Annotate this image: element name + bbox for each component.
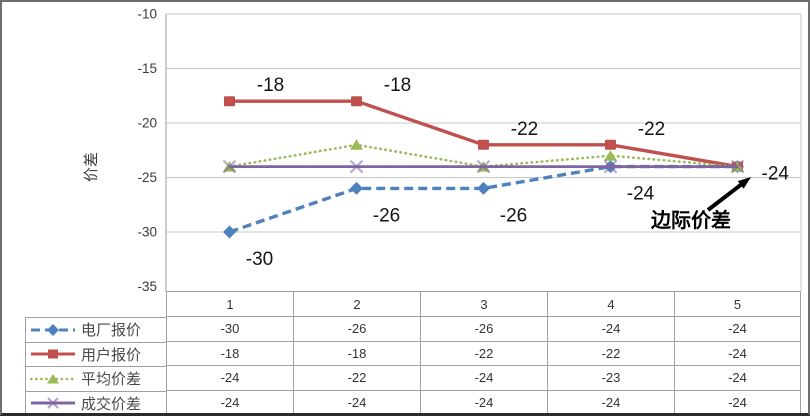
y-tick-label: -30 (137, 225, 157, 240)
point-data-label: -22 (511, 119, 538, 140)
y-tick-label: -25 (137, 170, 157, 185)
legend-item: 平均价差 (26, 367, 167, 392)
table-value-cell: -24 (166, 390, 293, 413)
marker-x (349, 159, 364, 174)
table-value-cell: -23 (547, 366, 674, 391)
table-header-cell: 3 (420, 291, 547, 317)
point-data-label: -26 (373, 205, 400, 226)
series-line-diamond (228, 164, 738, 234)
marker-x (47, 397, 59, 409)
point-data-label: -26 (500, 205, 527, 226)
marker-square (224, 96, 235, 107)
annotation-arrow (706, 177, 751, 212)
legend-label: 平均价差 (81, 371, 142, 389)
marker-square (48, 349, 58, 359)
marker-diamond (47, 323, 59, 336)
table-value-cell: -24 (166, 366, 293, 391)
y-tick-label: -20 (137, 116, 157, 131)
point-data-label: -18 (257, 75, 284, 96)
legend-label: 成交价差 (81, 395, 142, 413)
data-labels: -30 -26 -26 -24 -18 -18 -22 -22 -24 (246, 75, 790, 270)
marker-x (222, 159, 237, 174)
point-data-label: -24 (762, 164, 790, 185)
legend-item: 成交价差 (26, 392, 167, 414)
legend-item: 电厂报价 (26, 318, 167, 343)
data-table-body: -30 -26 -26 -24 -24 -18 -18 -22 -22 -24 -24 -22 -24-… (166, 317, 801, 413)
table-header-cell: 1 (166, 291, 293, 317)
marker-diamond (350, 181, 363, 195)
table-value-cell: -30 (166, 317, 293, 342)
marker-diamond (477, 181, 490, 195)
series-lines (222, 96, 745, 239)
table-value-cell: -24 (420, 366, 547, 391)
table-value-cell: -24 (674, 341, 801, 366)
table-value-cell: -18 (293, 341, 420, 366)
legend-key-triangle (29, 373, 77, 384)
legend-key-x (31, 397, 75, 409)
y-tick-label: -35 (137, 279, 157, 294)
series-line-triangle (228, 143, 739, 168)
gridlines (165, 13, 802, 291)
table-value-cell: -22 (293, 366, 420, 391)
arrow-shaft (706, 182, 744, 212)
marker-triangle (604, 150, 617, 161)
legend-item: 用户报价 (26, 343, 167, 367)
table-value-cell: -22 (547, 341, 674, 366)
marker-square (478, 139, 489, 150)
table-value-cell: -26 (420, 317, 547, 342)
y-axis-title: 价差 (83, 152, 100, 182)
annotation-label: 边际价差 (650, 208, 731, 232)
table-header-cell: 5 (674, 291, 801, 317)
table-value-cell: -24 (674, 366, 801, 391)
table-header-cell: 2 (293, 291, 420, 317)
y-axis-tick-labels: -10 -15 -20 -25 -30 -35 (137, 7, 157, 295)
point-data-label: -30 (246, 249, 273, 270)
marker-x (476, 159, 491, 174)
marker-x (603, 159, 618, 174)
legend-key-square (31, 349, 75, 359)
legend-label: 电厂报价 (81, 322, 142, 340)
table-value-cell: -24 (674, 317, 801, 342)
marker-square (605, 139, 616, 150)
marker-triangle (47, 373, 59, 384)
marker-diamond (223, 225, 236, 239)
table-value-cell: -22 (420, 341, 547, 366)
point-data-label: -22 (638, 119, 665, 140)
chart-legend: 电厂报价用户报价平均价差成交价差 (25, 317, 167, 414)
table-value-cell: -24 (547, 317, 674, 342)
point-data-label: -18 (384, 75, 411, 96)
table-value-cell: -26 (293, 317, 420, 342)
marker-x (730, 159, 745, 174)
y-tick-label: -15 (137, 61, 157, 76)
marker-triangle (350, 139, 363, 150)
marker-square (351, 96, 362, 107)
legend-key-diamond (31, 323, 75, 336)
y-tick-label: -10 (137, 7, 157, 22)
table-value-cell: -24 (547, 390, 674, 413)
point-data-label: -24 (627, 184, 655, 205)
table-value-cell: -24 (293, 390, 420, 413)
table-value-cell: -24 (420, 390, 547, 413)
table-header-cell: 4 (547, 291, 674, 317)
arrow-head (737, 177, 751, 189)
table-value-cell: -24 (674, 390, 801, 413)
legend-label: 用户报价 (81, 346, 142, 364)
table-value-cell: -18 (166, 341, 293, 366)
